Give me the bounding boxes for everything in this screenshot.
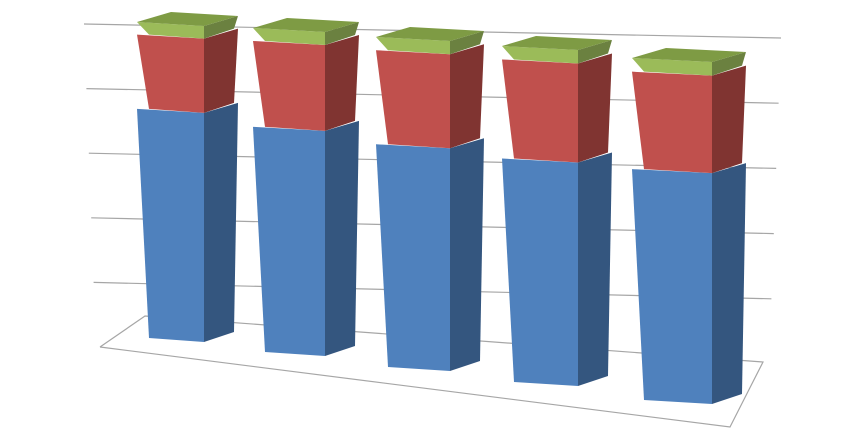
- bar-1-segment-2-front: [137, 34, 204, 113]
- bar-2-segment-2-side: [325, 34, 359, 131]
- bar-2-segment-1-front: [253, 126, 325, 356]
- bar-5-segment-2-front: [632, 71, 712, 174]
- bar-1-segment-3-front: [137, 22, 204, 39]
- bar-3-segment-1-front: [376, 144, 450, 371]
- bar-2-segment-3-front: [253, 28, 325, 45]
- bar-2-top: [253, 18, 359, 32]
- chart-floor: [99, 315, 764, 428]
- bar-3-segment-2-side: [450, 44, 484, 149]
- bar-3-segment-3-side: [450, 31, 484, 55]
- bar-4-segment-1-front: [502, 158, 578, 386]
- bar-4-segment-3-side: [578, 40, 612, 64]
- bar-5-segment-3-side: [712, 52, 746, 76]
- bar-3-segment-3-front: [376, 37, 450, 55]
- bar-3-top: [376, 27, 484, 41]
- bar-3-segment-2-front: [376, 50, 450, 149]
- bar-1-segment-1-front: [137, 108, 204, 343]
- bar-1-segment-1-side: [204, 102, 238, 343]
- bar-4-segment-1-side: [578, 152, 612, 386]
- bar-1-segment-3-side: [204, 16, 238, 39]
- bar-4-segment-2-front: [502, 59, 578, 163]
- bar-4-top: [502, 36, 612, 50]
- bar-1-top: [137, 12, 238, 26]
- bar-4-segment-2-side: [578, 53, 612, 163]
- bars: [137, 12, 746, 404]
- bar-4-segment-3-front: [502, 46, 578, 64]
- bar-2-segment-3-side: [325, 22, 359, 45]
- bar-5-segment-1-side: [712, 163, 746, 404]
- bar-3-segment-1-side: [450, 138, 484, 371]
- bar-5-segment-2-side: [712, 65, 746, 174]
- bar-5-segment-3-front: [632, 58, 712, 76]
- bar-5-segment-1-front: [632, 169, 712, 404]
- bar-5-top: [632, 48, 746, 62]
- bar-1-segment-2-side: [204, 28, 238, 113]
- floor-outline: [99, 315, 764, 428]
- bar-2-segment-1-side: [325, 120, 359, 356]
- bar-2-segment-2-front: [253, 40, 325, 131]
